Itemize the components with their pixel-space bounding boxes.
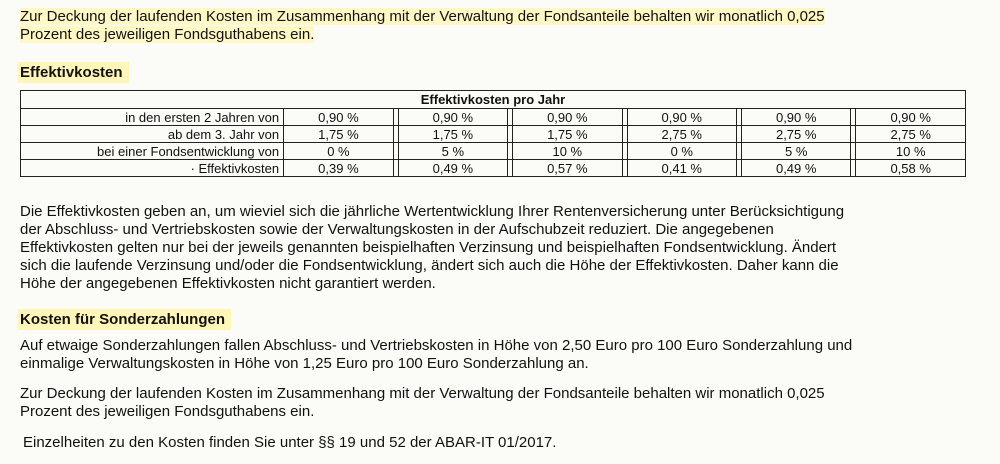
sonderzahlungen-paragraph-3: Einzelheiten zu den Kosten finden Sie un… xyxy=(23,434,557,451)
table-cell: 0,90 % xyxy=(855,108,966,126)
intro-line-1: Zur Deckung der laufenden Kosten im Zusa… xyxy=(20,8,825,25)
sonderzahlungen-heading: Kosten für Sonderzahlungen xyxy=(18,309,232,330)
table-cell: 0 % xyxy=(626,142,738,160)
effektivkosten-explanation: Die Effektivkosten geben an, um wieviel … xyxy=(20,203,845,292)
sonderzahlungen-paragraph-2: Zur Deckung der laufenden Kosten im Zusa… xyxy=(20,385,825,420)
table-row: in den ersten 2 Jahren von 0,90 % 0,90 %… xyxy=(19,108,966,126)
table-row: · Effektivkosten 0,39 % 0,49 % 0,57 % 0,… xyxy=(19,159,966,177)
table-cell: 0,41 % xyxy=(626,159,738,177)
intro-line-2: Prozent des jeweiligen Fondsguthabens ei… xyxy=(20,26,315,43)
table-cell: 10 % xyxy=(855,142,966,160)
effektivkosten-table: Effektivkosten pro Jahr in den ersten 2 … xyxy=(19,90,966,177)
effektivkosten-heading: Effektivkosten xyxy=(18,62,129,83)
row-label: ab dem 3. Jahr von xyxy=(19,125,285,143)
table-cell: 0,57 % xyxy=(512,159,623,177)
table-cell: 0,90 % xyxy=(397,108,509,126)
table-cell: 0,49 % xyxy=(397,159,509,177)
intro-paragraph: Zur Deckung der laufenden Kosten im Zusa… xyxy=(20,8,985,44)
table-cell: 2,75 % xyxy=(740,125,852,143)
row-label: bei einer Fondsentwicklung von xyxy=(19,142,285,160)
table-cell: 0,58 % xyxy=(855,159,966,177)
row-label: in den ersten 2 Jahren von xyxy=(19,108,285,126)
table-row: bei einer Fondsentwicklung von 0 % 5 % 1… xyxy=(19,142,966,160)
table-cell: 1,75 % xyxy=(283,125,394,143)
sonderzahlungen-paragraph-1: Auf etwaige Sonderzahlungen fallen Absch… xyxy=(20,337,853,372)
row-label: · Effektivkosten xyxy=(19,159,285,177)
table-cell: 2,75 % xyxy=(855,125,966,143)
table-cell: 0,39 % xyxy=(283,159,394,177)
table-cell: 0,90 % xyxy=(283,108,394,126)
table-cell: 1,75 % xyxy=(512,125,623,143)
table-cell: 0,90 % xyxy=(626,108,738,126)
table-cell: 10 % xyxy=(512,142,623,160)
table-cell: 0 % xyxy=(283,142,394,160)
table-cell: 0,90 % xyxy=(740,108,852,126)
table-title: Effektivkosten pro Jahr xyxy=(20,90,966,109)
table-cell: 2,75 % xyxy=(626,125,738,143)
table-cell: 5 % xyxy=(397,142,509,160)
table-cell: 0,49 % xyxy=(740,159,852,177)
table-cell: 1,75 % xyxy=(397,125,509,143)
table-row: ab dem 3. Jahr von 1,75 % 1,75 % 1,75 % … xyxy=(19,125,966,143)
table-cell: 5 % xyxy=(740,142,852,160)
table-cell: 0,90 % xyxy=(512,108,623,126)
